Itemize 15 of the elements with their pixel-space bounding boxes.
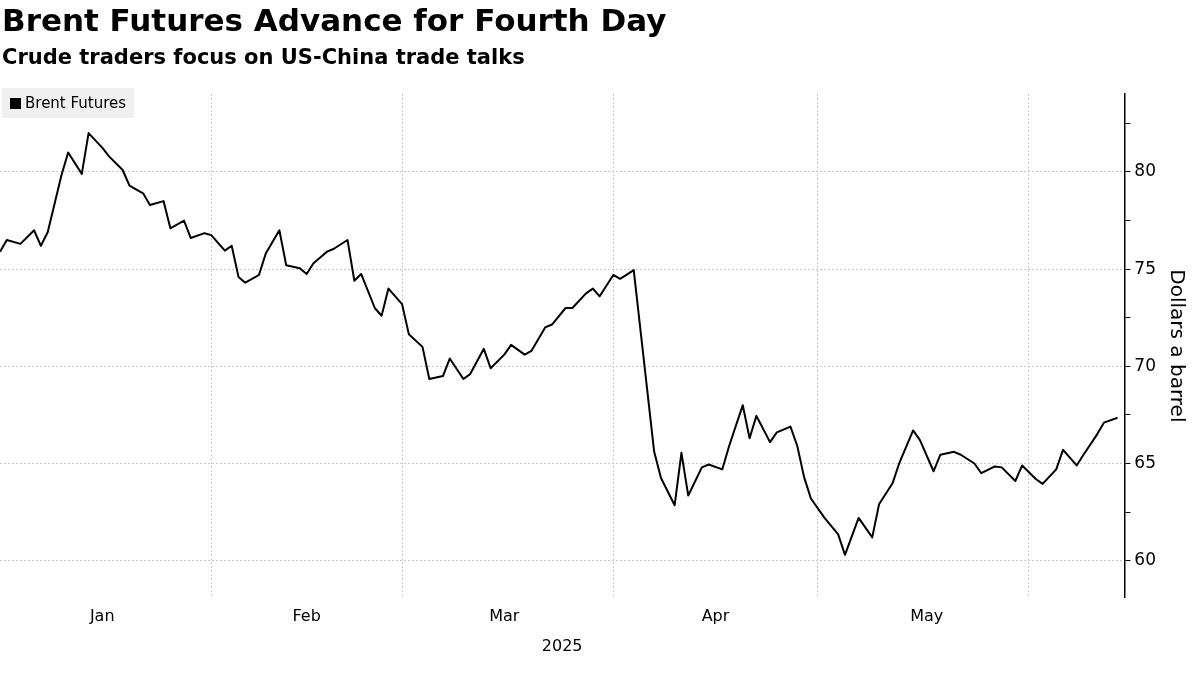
x-tick-label: Apr [701, 606, 730, 626]
y-tick-label: 65 [1134, 451, 1157, 472]
x-tick-label: Jan [88, 606, 115, 626]
y-tick-label: 75 [1134, 257, 1157, 278]
x-axis-title: 2025 [541, 635, 583, 655]
chart-title: Brent Futures Advance for Fourth Day [2, 2, 667, 38]
chart-subtitle: Crude traders focus on US-China trade talks [2, 45, 525, 69]
y-axis-title: Dollars a barrel [1165, 269, 1190, 423]
x-tick-label: May [910, 606, 944, 626]
y-tick-label: 80 [1134, 160, 1157, 181]
legend-label: Brent Futures [25, 94, 127, 112]
x-tick-label: Mar [489, 606, 520, 626]
y-tick-label: 70 [1134, 354, 1157, 375]
y-tick-label: 60 [1134, 549, 1157, 570]
x-tick-label: Feb [292, 606, 321, 626]
